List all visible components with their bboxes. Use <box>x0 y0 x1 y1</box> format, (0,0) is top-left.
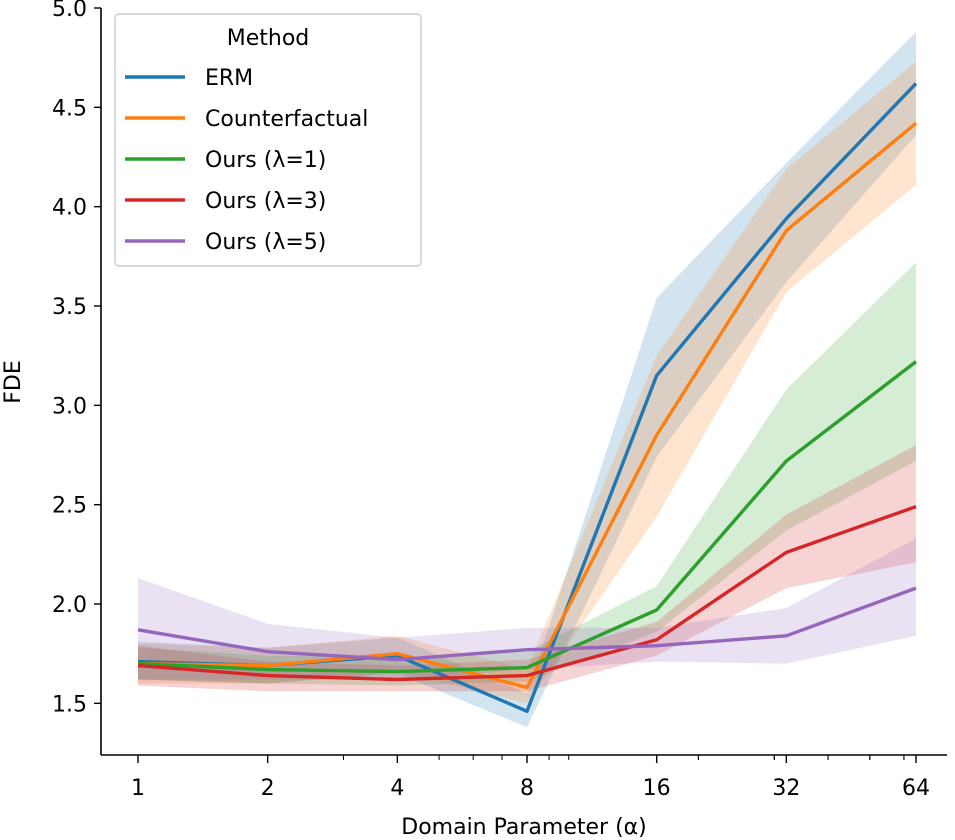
x-axis-title: Domain Parameter (α) <box>401 815 646 840</box>
series-lines <box>137 82 918 713</box>
legend-items: ERM Counterfactual Ours (λ=1) Ours (λ=3) Our… <box>125 66 368 255</box>
y-tick-label: 4.0 <box>52 196 87 221</box>
y-ticks: 1.5 2.0 2.5 3.0 3.5 4.0 4.5 5.0 <box>52 0 101 717</box>
y-tick-label: 1.5 <box>52 692 87 717</box>
legend-label-ours-5: Ours (λ=5) <box>205 230 326 255</box>
x-tick-label: 64 <box>902 776 930 801</box>
legend-label-erm: ERM <box>205 66 253 91</box>
legend-label-counterfactual: Counterfactual <box>205 107 368 132</box>
line-ours-3 <box>137 505 917 682</box>
y-tick-label: 2.0 <box>52 593 87 618</box>
band-ours-5 <box>138 538 916 680</box>
legend: Method ERM Counterfactual Ours (λ=1) Ours (… <box>114 13 422 267</box>
line-counterfactual <box>137 121 918 690</box>
x-tick-label: 16 <box>643 776 671 801</box>
band-erm <box>138 31 916 728</box>
band-ours-1 <box>138 262 916 686</box>
x-tick-label: 4 <box>390 776 404 801</box>
line-ours-1 <box>137 360 918 674</box>
axes <box>100 8 947 756</box>
y-tick-label: 2.5 <box>52 494 87 519</box>
y-tick-label: 4.5 <box>52 96 87 121</box>
legend-label-ours-3: Ours (λ=3) <box>205 189 326 214</box>
x-tick-label: 1 <box>131 776 145 801</box>
y-tick-label: 3.5 <box>52 295 87 320</box>
x-tick-label: 2 <box>261 776 275 801</box>
legend-box <box>114 13 422 267</box>
legend-label-ours-1: Ours (λ=1) <box>205 148 326 173</box>
x-tick-label: 8 <box>520 776 534 801</box>
y-tick-label: 5.0 <box>52 0 87 22</box>
legend-title: Method <box>227 26 310 51</box>
line-ours-5 <box>137 586 917 662</box>
x-tick-label: 32 <box>772 776 800 801</box>
x-ticks: 1 2 4 8 16 32 64 <box>131 755 930 801</box>
y-tick-label: 3.0 <box>52 394 87 419</box>
y-axis-title: FDE <box>1 360 26 404</box>
